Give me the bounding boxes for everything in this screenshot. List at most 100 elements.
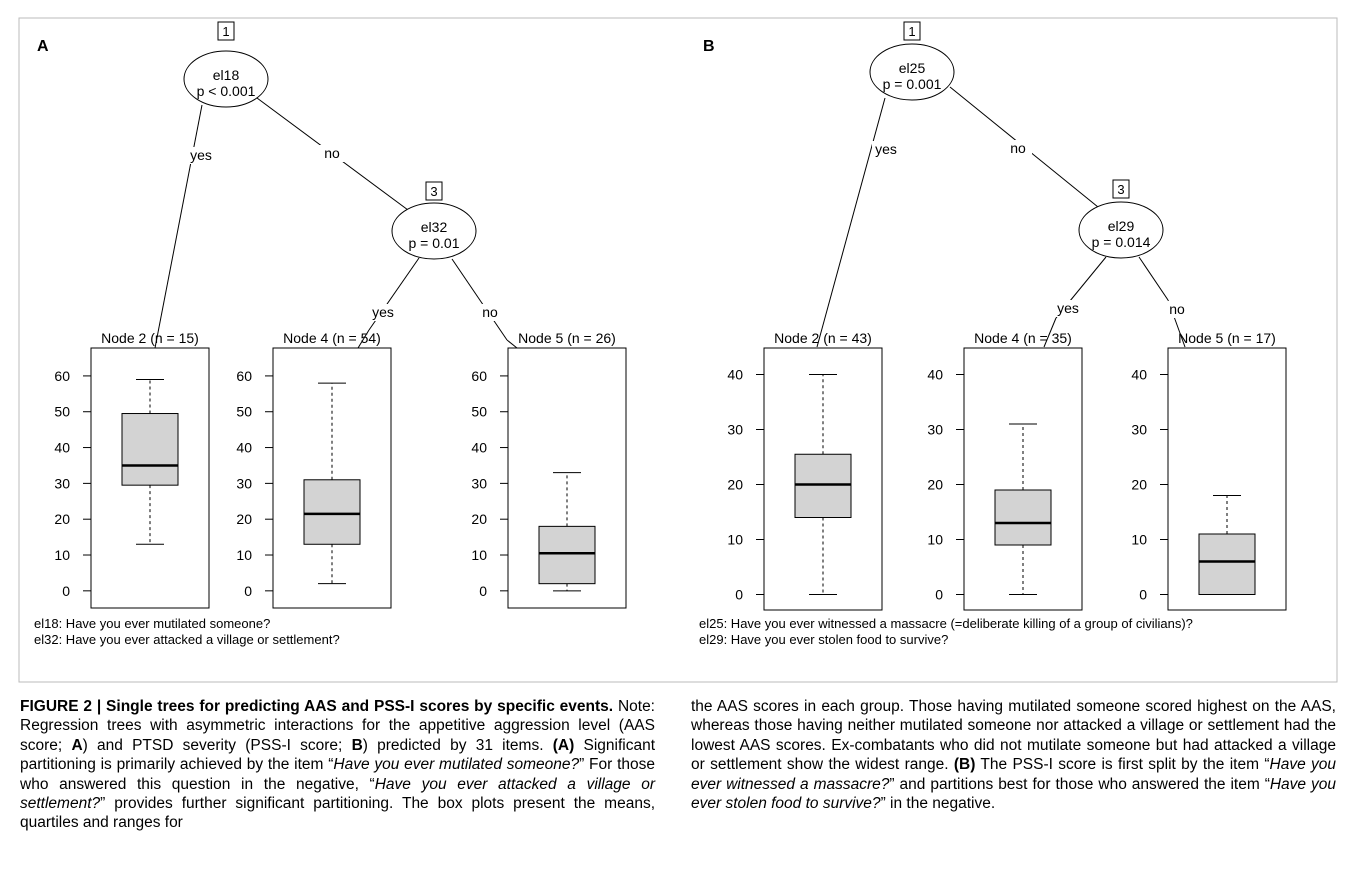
- node-p-value: p = 0.001: [883, 76, 942, 92]
- y-tick-label: 0: [1139, 587, 1147, 603]
- y-tick-label: 20: [1131, 477, 1147, 493]
- panel-label: A: [37, 38, 49, 55]
- y-tick-label: 30: [1131, 422, 1147, 438]
- terminal-node-label: Node 4 (n = 54): [283, 330, 381, 346]
- caption-text: ” in the negative.: [880, 795, 996, 813]
- caption-text: The PSS-I score is first split by the it…: [975, 756, 1270, 774]
- y-tick-label: 40: [471, 440, 487, 456]
- tree-node: [391, 202, 477, 260]
- caption-right: the AAS scores in each group. Those havi…: [691, 697, 1336, 813]
- tree-edge: [357, 329, 370, 349]
- caption-text: the AAS scores in each group. Those havi…: [691, 698, 1336, 774]
- y-tick-label: 0: [735, 587, 743, 603]
- tree-node: [1078, 201, 1164, 259]
- y-tick-label: 0: [479, 583, 487, 599]
- edge-label-bg: [1054, 300, 1082, 317]
- terminal-plot-frame: [507, 347, 627, 609]
- edge-label-bg: [872, 141, 900, 158]
- node-p-value: p = 0.01: [409, 235, 460, 251]
- node-id: 3: [1117, 182, 1124, 197]
- tree-node: [183, 50, 269, 108]
- y-tick-label: 20: [54, 511, 70, 527]
- caption-ref-b: (B): [953, 756, 976, 774]
- terminal-plot-frame: [90, 347, 210, 609]
- node-id: 1: [908, 24, 915, 39]
- caption-ref-b: B: [351, 736, 363, 754]
- caption-quote: Have you ever mutilated someone?: [333, 756, 580, 774]
- edge-label-bg: [187, 147, 215, 164]
- y-tick-label: 10: [727, 532, 743, 548]
- y-tick-label: 40: [236, 440, 252, 456]
- caption-quote: Have you ever witnessed a massacre?: [691, 756, 1336, 793]
- edge-label-bg: [1004, 140, 1032, 157]
- edge-label: no: [1010, 140, 1026, 156]
- y-tick-label: 30: [727, 422, 743, 438]
- y-tick-label: 60: [471, 368, 487, 384]
- edge-label: yes: [1057, 300, 1079, 316]
- y-tick-label: 30: [54, 475, 70, 491]
- edge-label: yes: [190, 147, 212, 163]
- y-tick-label: 10: [236, 547, 252, 563]
- variable-footnote: el32: Have you ever attacked a village o…: [34, 632, 340, 647]
- node-variable: el32: [421, 219, 448, 235]
- y-tick-label: 10: [927, 532, 943, 548]
- caption-quote: Have you ever stolen food to survive?: [691, 775, 1336, 813]
- y-tick-label: 30: [236, 475, 252, 491]
- y-tick-label: 20: [236, 511, 252, 527]
- edge-label: no: [1169, 301, 1185, 317]
- y-tick-label: 0: [244, 583, 252, 599]
- edge-label: yes: [372, 304, 394, 320]
- caption-ref-a: A: [71, 736, 83, 754]
- variable-footnote: el25: Have you ever witnessed a massacre…: [699, 616, 1193, 631]
- node-id-box: [903, 21, 921, 41]
- terminal-node-label: Node 4 (n = 35): [974, 330, 1072, 346]
- y-tick-label: 10: [471, 547, 487, 563]
- caption-text: Note: Regression trees with asymmetric i…: [20, 698, 655, 754]
- tree-edge: [1043, 317, 1057, 348]
- node-id: 3: [430, 184, 437, 199]
- node-variable: el29: [1108, 218, 1135, 234]
- caption-text: ) and PTSD severity (PSS-I score;: [82, 736, 352, 754]
- edge-label-bg: [369, 304, 397, 321]
- y-tick-label: 60: [236, 368, 252, 384]
- tree-edge: [506, 339, 518, 349]
- tree-edge: [154, 104, 203, 349]
- y-tick-label: 50: [54, 404, 70, 420]
- figure-frame: [18, 17, 1338, 683]
- y-tick-label: 40: [727, 367, 743, 383]
- node-id: 1: [222, 24, 229, 39]
- node-variable: el18: [213, 67, 240, 83]
- caption-text: ” provides further significant partition…: [20, 795, 655, 832]
- terminal-plot-frame: [272, 347, 392, 609]
- node-p-value: p < 0.001: [197, 83, 256, 99]
- y-tick-label: 10: [1131, 532, 1147, 548]
- variable-footnote: el29: Have you ever stolen food to survi…: [699, 632, 948, 647]
- caption-text: ” For those who answered this question i…: [20, 756, 655, 793]
- y-tick-label: 30: [927, 422, 943, 438]
- y-tick-label: 0: [935, 587, 943, 603]
- tree-edge: [451, 258, 508, 341]
- terminal-plot-frame: [963, 347, 1083, 611]
- box-iqr: [994, 489, 1052, 546]
- tree-edge: [816, 97, 886, 348]
- y-tick-label: 50: [236, 404, 252, 420]
- y-tick-label: 30: [471, 475, 487, 491]
- caption-text: ) predicted by 31 items.: [362, 736, 553, 754]
- caption-quote: Have you ever attacked a village or sett…: [20, 775, 655, 813]
- y-tick-label: 20: [927, 477, 943, 493]
- caption-text: ” and partitions best for those who answ…: [889, 775, 1270, 793]
- tree-edge: [1138, 256, 1169, 301]
- edge-label: yes: [875, 141, 897, 157]
- edge-label: no: [324, 145, 340, 161]
- terminal-node-label: Node 5 (n = 26): [518, 330, 616, 346]
- edge-label-bg: [318, 145, 346, 162]
- caption-ref-a: (A): [552, 736, 575, 754]
- y-tick-label: 40: [1131, 367, 1147, 383]
- box-iqr: [121, 413, 179, 486]
- y-tick-label: 40: [54, 440, 70, 456]
- terminal-plot-frame: [1167, 347, 1287, 611]
- terminal-node-label: Node 2 (n = 15): [101, 330, 199, 346]
- caption-left: FIGURE 2 | Single trees for predicting A…: [20, 697, 655, 833]
- y-tick-label: 20: [727, 477, 743, 493]
- node-p-value: p = 0.014: [1092, 234, 1151, 250]
